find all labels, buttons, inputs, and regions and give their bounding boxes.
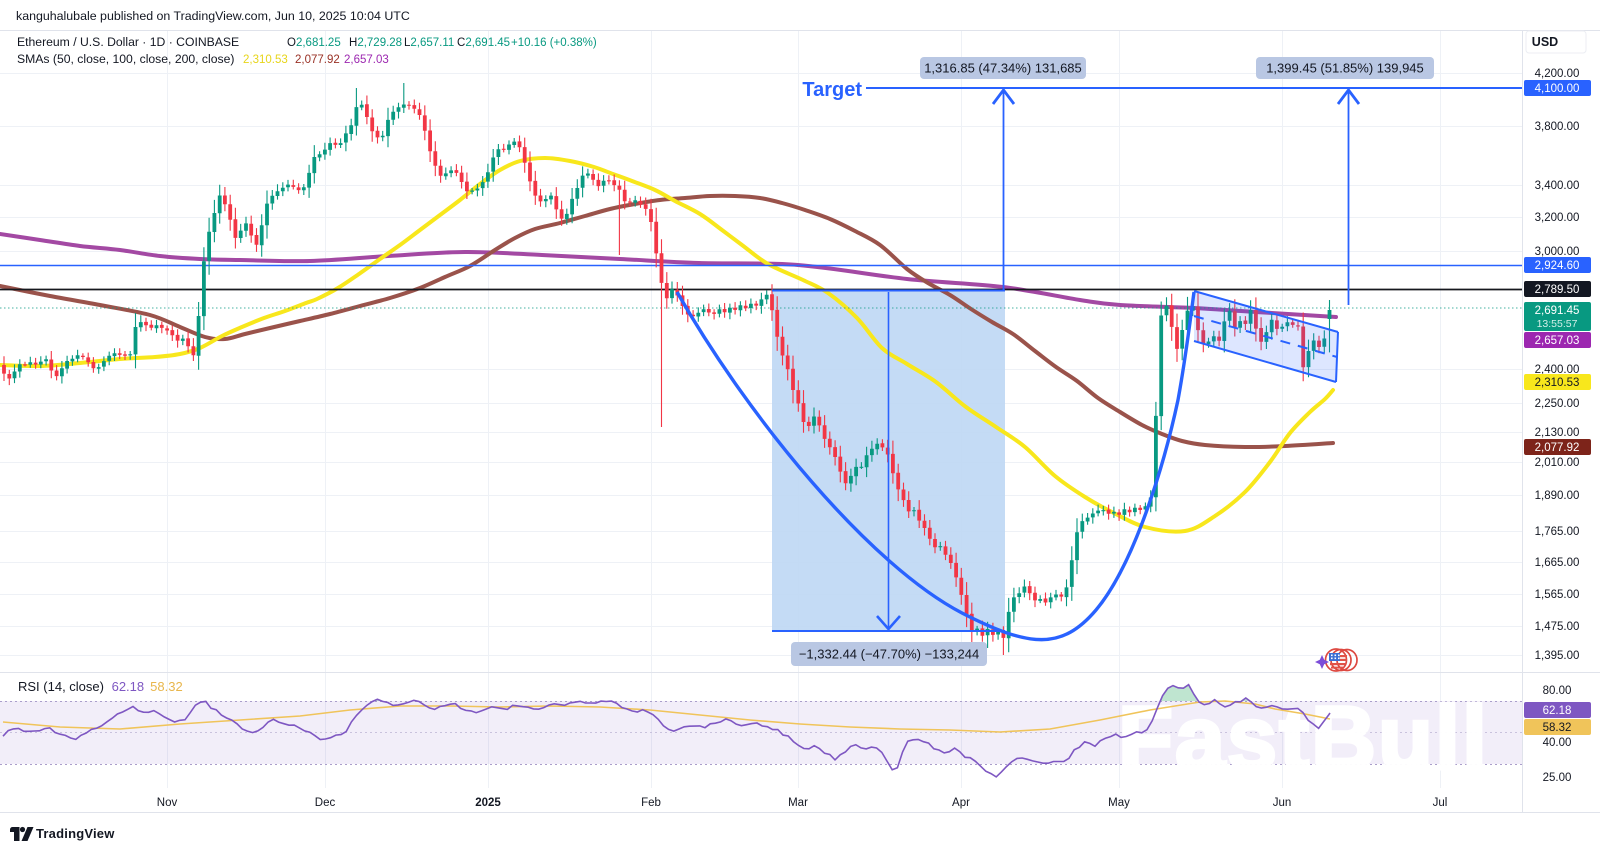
svg-text:Jul: Jul xyxy=(1433,797,1448,809)
svg-text:1,665.00: 1,665.00 xyxy=(1535,557,1580,569)
svg-text:1,890.00: 1,890.00 xyxy=(1535,490,1580,502)
svg-text:2,924.60: 2,924.60 xyxy=(1535,260,1580,272)
svg-text:13:55:57: 13:55:57 xyxy=(1537,318,1578,330)
svg-text:Nov: Nov xyxy=(157,797,178,809)
svg-text:3,200.00: 3,200.00 xyxy=(1535,212,1580,224)
svg-text:May: May xyxy=(1108,797,1130,809)
svg-text:40.00: 40.00 xyxy=(1543,737,1572,749)
svg-text:USD: USD xyxy=(1532,35,1558,49)
svg-text:2,310.532,077.922,657.03: 2,310.53 2,077.92 2,657.03 xyxy=(243,54,389,66)
svg-text:1,316.85 (47.34%) 131,685: 1,316.85 (47.34%) 131,685 xyxy=(924,61,1082,76)
svg-text:4,100.00: 4,100.00 xyxy=(1535,83,1580,95)
svg-text:Mar: Mar xyxy=(788,797,808,809)
svg-text:FastBull: FastBull xyxy=(1118,689,1489,789)
svg-text:1,395.00: 1,395.00 xyxy=(1535,650,1580,662)
svg-text:2,310.53: 2,310.53 xyxy=(1535,377,1580,389)
svg-text:Dec: Dec xyxy=(315,797,336,809)
svg-text:58.32: 58.32 xyxy=(1543,722,1572,734)
svg-text:−1,332.44 (−47.70%) −133,244: −1,332.44 (−47.70%) −133,244 xyxy=(799,647,979,662)
svg-text:Jun: Jun xyxy=(1273,797,1292,809)
svg-text:3,800.00: 3,800.00 xyxy=(1535,121,1580,133)
svg-text:3,000.00: 3,000.00 xyxy=(1535,246,1580,258)
svg-text:2,077.92: 2,077.92 xyxy=(1535,442,1580,454)
svg-text:25.00: 25.00 xyxy=(1543,772,1572,784)
svg-text:2,010.00: 2,010.00 xyxy=(1535,457,1580,469)
svg-text:4,200.00: 4,200.00 xyxy=(1535,68,1580,80)
svg-text:62.18: 62.18 xyxy=(1543,705,1572,717)
svg-text:2025: 2025 xyxy=(475,797,501,809)
svg-text:TradingView: TradingView xyxy=(36,826,115,841)
svg-text:1,399.45 (51.85%) 139,945: 1,399.45 (51.85%) 139,945 xyxy=(1266,61,1424,76)
svg-text:SMAs (50, close, 100, close, 2: SMAs (50, close, 100, close, 200, close) xyxy=(17,52,234,66)
svg-text:2,691.45: 2,691.45 xyxy=(1535,305,1580,317)
svg-text:2,789.50: 2,789.50 xyxy=(1535,284,1580,296)
svg-text:Apr: Apr xyxy=(952,797,970,809)
svg-text:kanguhalubale published on Tra: kanguhalubale published on TradingView.c… xyxy=(16,9,410,23)
svg-text:3,400.00: 3,400.00 xyxy=(1535,180,1580,192)
svg-text:Feb: Feb xyxy=(641,797,661,809)
svg-text:1,765.00: 1,765.00 xyxy=(1535,526,1580,538)
svg-text:2,400.00: 2,400.00 xyxy=(1535,364,1580,376)
svg-text:1,475.00: 1,475.00 xyxy=(1535,621,1580,633)
svg-text:1,565.00: 1,565.00 xyxy=(1535,589,1580,601)
svg-text:Target: Target xyxy=(802,79,862,101)
svg-text:2,657.03: 2,657.03 xyxy=(1535,335,1580,347)
svg-text:2,130.00: 2,130.00 xyxy=(1535,427,1580,439)
svg-text:2,250.00: 2,250.00 xyxy=(1535,398,1580,410)
svg-text:80.00: 80.00 xyxy=(1543,685,1572,697)
svg-text:Ethereum / U.S. Dollar · 1D ·: Ethereum / U.S. Dollar · 1D · COINBASE xyxy=(17,35,239,49)
